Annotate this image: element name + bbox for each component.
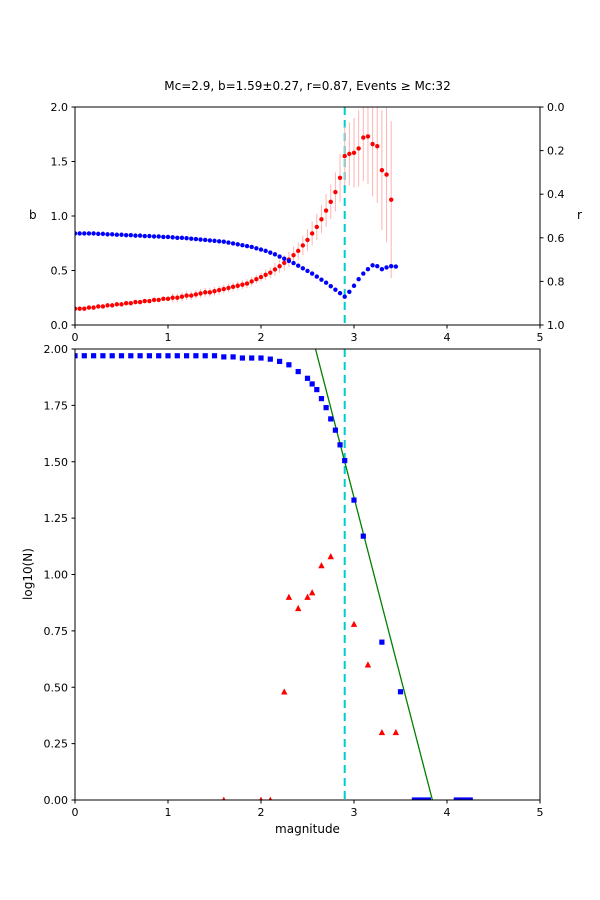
svg-text:0.5: 0.5 <box>51 265 69 278</box>
svg-text:0.2: 0.2 <box>547 145 565 158</box>
svg-text:2: 2 <box>258 806 265 819</box>
svg-text:0.0: 0.0 <box>51 319 69 332</box>
svg-text:0.0: 0.0 <box>547 101 565 114</box>
b-and-r-vs-cutoff-magnitude: 0 1 2 3 4 5 0.0 0.5 1.0 1.5 2.0 0.0 0.2 0.4 0.6 0.8 1.0 <box>51 101 565 344</box>
svg-text:0.4: 0.4 <box>547 188 565 201</box>
svg-text:2.0: 2.0 <box>51 101 69 114</box>
frequency-magnitude-distribution-data-area <box>75 349 473 800</box>
frequency-magnitude-distribution: 0 1 2 3 4 5 0.00 0.25 0.50 0.75 1.00 1.25 1.50 1.75 2.… <box>44 343 544 819</box>
svg-text:3: 3 <box>351 806 358 819</box>
incremental-count-series <box>222 553 400 800</box>
svg-text:4: 4 <box>444 331 451 344</box>
frequency-magnitude-distribution-ticks: 0 1 2 3 4 5 0.00 0.25 0.50 0.75 1.00 1.25 1.50 1.75 2.… <box>44 343 544 819</box>
cumulative-count-series <box>75 353 473 800</box>
b-and-r-vs-cutoff-magnitude-ticks: 0 1 2 3 4 5 0.0 0.5 1.0 1.5 2.0 0.0 0.2 0.4 0.6 0.8 1.0 <box>51 101 565 344</box>
svg-text:5: 5 <box>537 331 544 344</box>
top-right-axis-label: r <box>577 208 582 222</box>
svg-text:0: 0 <box>72 331 79 344</box>
plot-title: Mc=2.9, b=1.59±0.27, r=0.87, Events ≥ Mc… <box>164 79 451 93</box>
frequency-magnitude-distribution-frame <box>74 348 541 801</box>
b-value-series <box>75 107 394 311</box>
svg-text:1.0: 1.0 <box>547 319 565 332</box>
gr-fit-line-series <box>314 349 434 800</box>
svg-text:0.8: 0.8 <box>547 275 565 288</box>
svg-text:1.5: 1.5 <box>51 156 69 169</box>
svg-text:5: 5 <box>537 806 544 819</box>
svg-text:2.00: 2.00 <box>44 343 69 356</box>
svg-text:1.00: 1.00 <box>44 569 69 582</box>
b-and-r-vs-cutoff-magnitude-data-area <box>75 107 399 325</box>
svg-text:3: 3 <box>351 331 358 344</box>
b-and-r-vs-cutoff-magnitude-frame <box>74 106 541 326</box>
svg-text:0.25: 0.25 <box>44 738 69 751</box>
svg-text:1.25: 1.25 <box>44 512 69 525</box>
svg-text:4: 4 <box>444 806 451 819</box>
svg-text:2: 2 <box>258 331 265 344</box>
top-left-axis-label: b <box>29 208 37 222</box>
svg-text:0.75: 0.75 <box>44 625 69 638</box>
svg-text:0.6: 0.6 <box>547 232 565 245</box>
x-axis-label: magnitude <box>275 822 340 836</box>
svg-text:1: 1 <box>165 331 172 344</box>
svg-text:1: 1 <box>165 806 172 819</box>
bottom-left-axis-label: log10(N) <box>21 548 35 600</box>
r-value-series <box>75 231 399 299</box>
svg-text:1.75: 1.75 <box>44 399 69 412</box>
svg-text:0: 0 <box>72 806 79 819</box>
svg-text:1.0: 1.0 <box>51 210 69 223</box>
svg-text:0.50: 0.50 <box>44 681 69 694</box>
svg-text:0.00: 0.00 <box>44 794 69 807</box>
svg-text:1.50: 1.50 <box>44 456 69 469</box>
